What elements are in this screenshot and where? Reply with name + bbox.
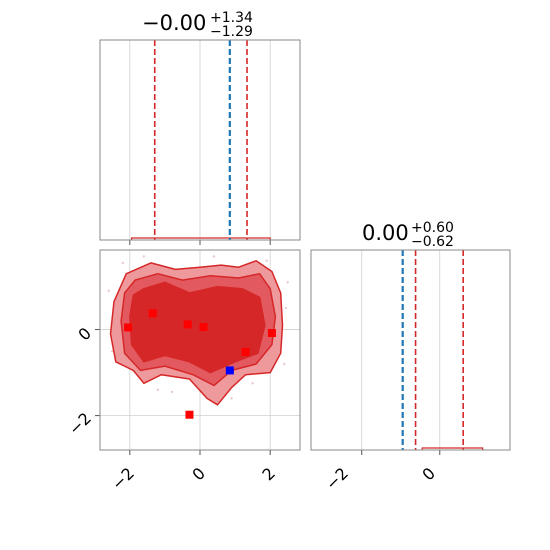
sample-dot: [142, 255, 146, 258]
title-bottom-right: 0.00 +0.60 −0.62: [362, 220, 454, 250]
tick-label: −2: [322, 464, 352, 494]
title-sup: +1.34: [210, 10, 253, 26]
y-tick-labels-joint: 0 −2: [65, 324, 95, 439]
tick-label: 0: [74, 324, 95, 345]
sample-marker: [241, 347, 250, 356]
sample-marker: [267, 329, 276, 338]
contour-inner: [129, 281, 266, 374]
sample-dot: [283, 362, 286, 366]
x-tick-labels-joint: −2 0 2: [108, 464, 279, 494]
plot-area: [311, 250, 510, 450]
tick-label: 2: [258, 464, 279, 485]
sample-dot: [230, 397, 233, 400]
panel-frame: [310, 249, 511, 451]
histogram-step: [421, 447, 484, 450]
marginal-panel-top-left: [99, 39, 301, 245]
panel-frame: [99, 39, 301, 241]
title-sub: −1.29: [210, 24, 253, 40]
tick-label: 0: [188, 464, 209, 485]
marginal-panel-bottom-right: [310, 249, 511, 455]
sample-dot: [284, 306, 288, 310]
joint-panel: [95, 249, 301, 455]
panel-frame: [99, 249, 301, 451]
sample-dot: [251, 382, 254, 385]
title-sub: −0.62: [411, 234, 454, 250]
title-main: 0.00: [362, 221, 409, 245]
sample-marker: [148, 309, 157, 318]
sample-dot: [156, 388, 160, 391]
sample-marker: [185, 410, 194, 419]
sample-dot: [111, 349, 114, 353]
sample-dot: [107, 289, 110, 293]
sample-dot: [170, 390, 174, 394]
x-tick-labels-bottom-right: −2 0: [322, 464, 439, 494]
title-sup: +0.60: [411, 220, 454, 236]
truth-marker: [225, 366, 234, 375]
tick-label: −2: [65, 409, 95, 439]
tick-label: 0: [418, 464, 439, 485]
tick-label: −2: [108, 464, 138, 494]
sample-dot: [286, 281, 289, 284]
sample-marker: [124, 323, 133, 332]
title-top-left: −0.00 +1.34 −1.29: [142, 10, 253, 40]
histogram-step: [130, 237, 271, 240]
title-main: −0.00: [142, 11, 206, 35]
sample-dot: [121, 261, 125, 265]
sample-dot: [265, 259, 268, 262]
sample-dot: [212, 255, 216, 258]
sample-marker: [183, 320, 192, 329]
sample-marker: [199, 322, 208, 331]
